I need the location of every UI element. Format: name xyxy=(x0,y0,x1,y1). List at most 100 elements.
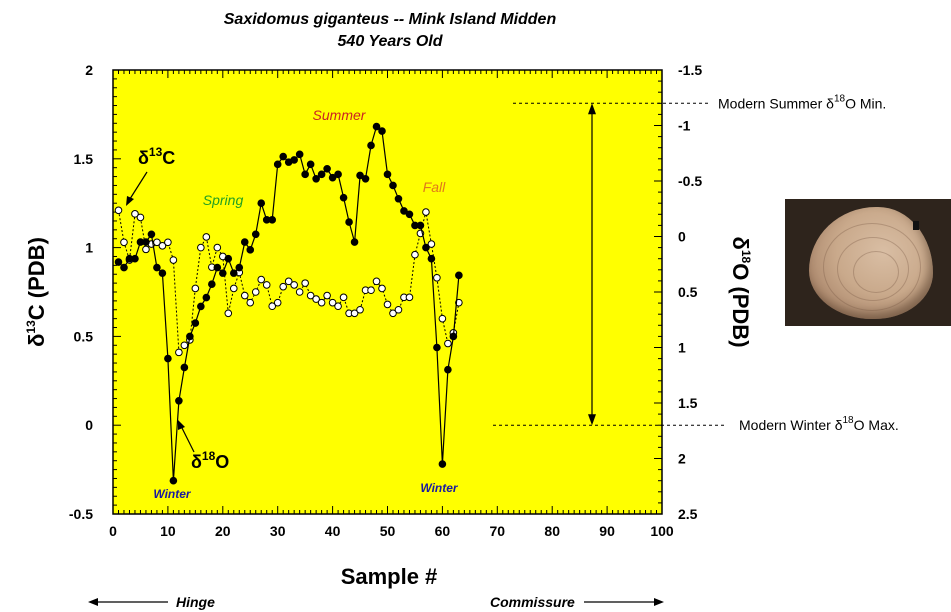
d18o-point xyxy=(383,170,392,179)
d13c-line xyxy=(118,210,460,354)
d18o-point xyxy=(202,293,211,302)
d18o-point xyxy=(131,254,139,263)
shell-photo xyxy=(785,199,951,326)
d18o-point xyxy=(339,193,348,202)
hinge-label: Hinge xyxy=(176,594,215,610)
d13c-point xyxy=(389,309,397,318)
commissure-arrowhead xyxy=(654,598,664,606)
right-y-tick-label: 0.5 xyxy=(678,284,698,300)
d18o-point xyxy=(268,216,277,224)
d13c-point xyxy=(136,213,145,222)
d13c-point xyxy=(164,238,172,247)
d18o-point xyxy=(186,332,194,341)
sample-mark xyxy=(913,221,919,230)
d13c-point xyxy=(257,275,266,284)
season-label-winter-right: Winter xyxy=(420,481,459,495)
left-y-tick-label: 0 xyxy=(85,417,93,433)
d13c-point xyxy=(422,208,430,216)
d18o-point xyxy=(142,238,150,246)
d18o-point xyxy=(279,152,287,161)
d13c-point xyxy=(142,245,150,254)
x-tick-label: 90 xyxy=(599,523,615,539)
d13c-point xyxy=(367,286,375,295)
d13c-point xyxy=(334,302,342,311)
d18o-point xyxy=(361,174,370,183)
callout-d18o-label: δ18O xyxy=(191,449,229,472)
d13c-point xyxy=(290,281,298,289)
plot-area xyxy=(112,69,663,515)
d13c-point xyxy=(323,291,331,300)
d13c-point xyxy=(328,298,337,307)
d13c-point xyxy=(153,238,161,247)
callout-d13c-label: δ13C xyxy=(138,145,175,168)
d18o-point xyxy=(356,171,364,180)
right-y-tick-label: 2.5 xyxy=(678,506,698,522)
left-y-tick-label: 2 xyxy=(85,62,93,78)
right-y-tick-label: -0.5 xyxy=(678,173,702,189)
right-y-axis-ticks: -1.5 -1 -0.5 0 0.5 1 1.5 2 2.5 xyxy=(654,62,702,522)
d13c-point xyxy=(191,284,200,293)
shell-image xyxy=(809,207,933,319)
left-y-tick-label: 1.5 xyxy=(74,151,94,167)
d18o-point xyxy=(175,396,183,405)
d13c-point xyxy=(197,243,205,252)
commissure-label: Commissure xyxy=(490,594,575,610)
d13c-point xyxy=(405,293,414,302)
x-tick-label: 30 xyxy=(270,523,286,539)
d18o-point xyxy=(301,170,309,179)
left-y-tick-label: -0.5 xyxy=(69,506,93,522)
d18o-point xyxy=(389,181,397,190)
d18o-point xyxy=(405,210,414,219)
d13c-point xyxy=(339,293,348,302)
d13c-point xyxy=(131,210,139,218)
x-tick-label: 80 xyxy=(544,523,560,539)
d18o-point xyxy=(180,363,189,372)
d18o-point xyxy=(345,218,353,226)
d18o-point xyxy=(378,127,386,135)
d18o-point xyxy=(422,243,430,252)
d13c-point xyxy=(378,284,386,293)
season-label-fall: Fall xyxy=(423,179,446,195)
d18o-point xyxy=(120,263,128,272)
x-tick-label: 10 xyxy=(160,523,176,539)
right-y-tick-label: 2 xyxy=(678,451,686,467)
chart-subtitle: 540 Years Old xyxy=(338,33,444,50)
d13c-point xyxy=(433,273,441,282)
x-tick-label: 0 xyxy=(109,523,117,539)
d18o-point xyxy=(114,258,123,266)
d18o-point xyxy=(295,150,304,159)
d13c-point xyxy=(279,282,287,291)
x-tick-label: 50 xyxy=(380,523,396,539)
d18o-point xyxy=(208,280,216,289)
d13c-point xyxy=(444,339,452,348)
d13c-point xyxy=(229,284,238,293)
d18o-point xyxy=(400,207,408,215)
d13c-point xyxy=(240,291,249,300)
d18o-point xyxy=(229,269,238,277)
d13c-point xyxy=(224,309,233,318)
d18o-point xyxy=(273,160,282,169)
d18o-point xyxy=(257,199,266,207)
d18o-point xyxy=(433,343,441,352)
d18o-point xyxy=(455,271,463,280)
x-tick-label: 20 xyxy=(215,523,231,539)
right-y-tick-label: -1.5 xyxy=(678,62,702,78)
chart-title: Saxidomus giganteus -- Mink Island Midde… xyxy=(224,11,557,28)
callout-d13c-arrowhead xyxy=(126,196,134,206)
season-label-spring: Spring xyxy=(203,192,244,208)
x-axis-ticks: 0 10 20 30 40 50 60 70 80 90 100 xyxy=(109,70,674,539)
d13c-point xyxy=(350,309,359,318)
d18o-point xyxy=(306,160,315,169)
left-y-tick-label: 0.5 xyxy=(74,328,94,344)
d18o-point xyxy=(169,476,178,485)
d18o-point xyxy=(240,238,249,246)
right-y-axis-label: δ18O (PDB) xyxy=(728,236,753,347)
d18o-point xyxy=(367,141,375,150)
left-y-tick-label: 1 xyxy=(85,240,93,256)
d13c-point xyxy=(306,291,315,300)
d18o-point xyxy=(147,230,156,239)
d13c-point xyxy=(273,298,282,307)
d13c-point xyxy=(356,305,364,314)
d18o-point xyxy=(251,230,260,239)
